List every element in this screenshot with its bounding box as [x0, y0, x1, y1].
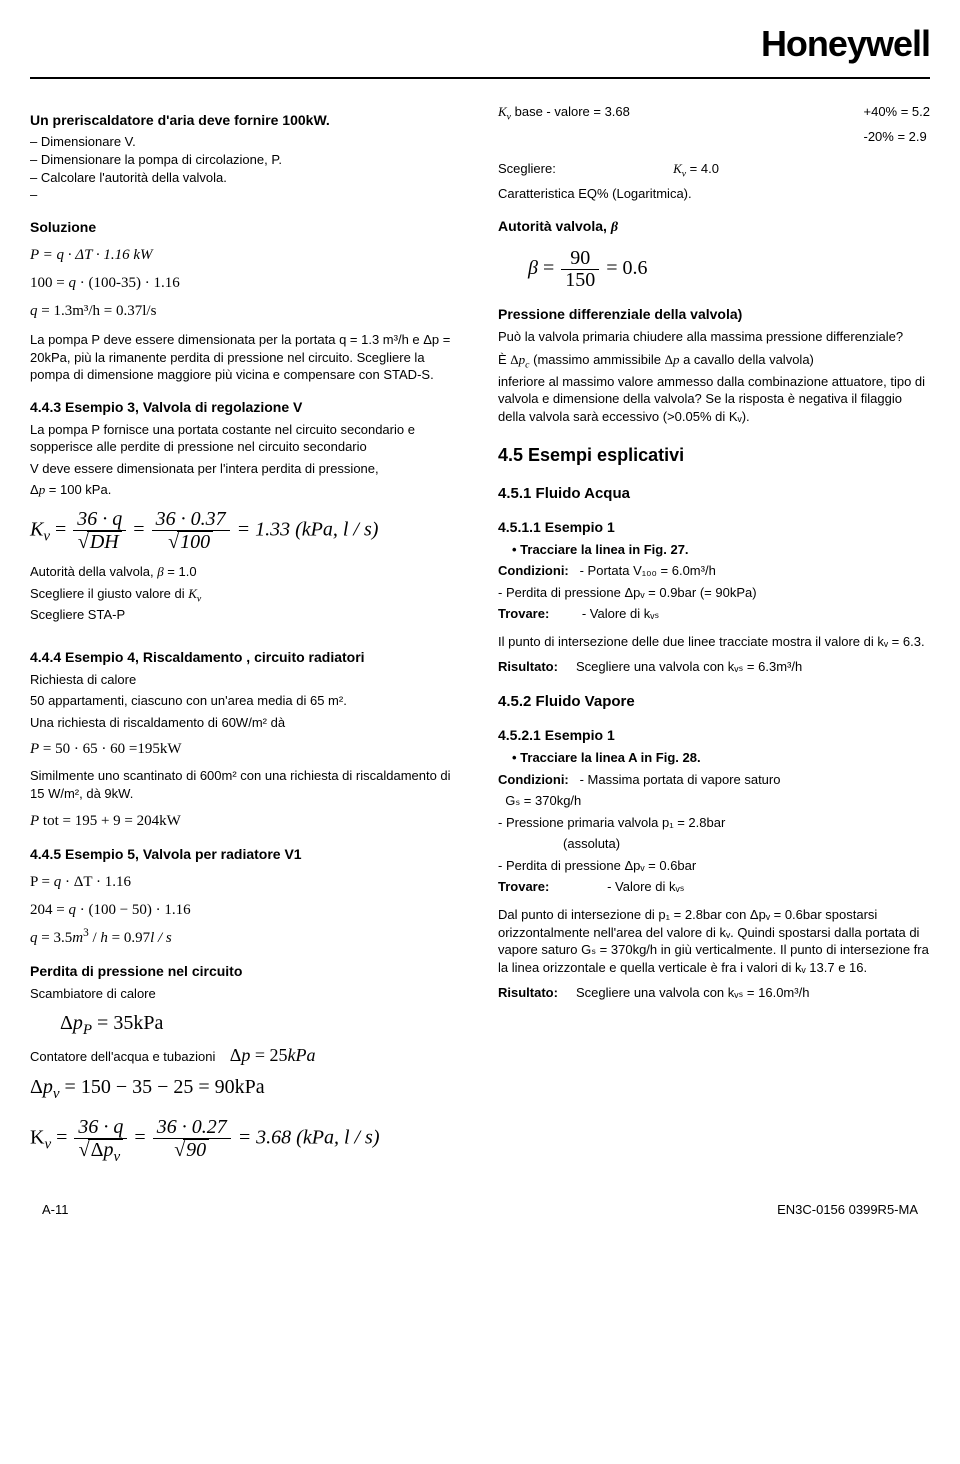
kv2-equation: Kv = 36 · q √Δpv = 36 · 0.27 √90 = 3.68 … [30, 1117, 462, 1161]
equation: P = q · ΔT · 1.16 [30, 872, 462, 892]
kv-tolerance-block: +40% = 5.2 -20% = 2.9 [864, 103, 931, 146]
task-item: Dimensionare la pompa di circolazione, P… [30, 151, 462, 169]
doc-id: EN3C-0156 0399R5-MA [777, 1201, 918, 1219]
task-item: Calcolare l'autorità della valvola. [30, 169, 462, 187]
equation: 204 = q · (100 − 50) · 1.16 [30, 900, 462, 920]
content-columns: Un preriscaldatore d'aria deve fornire 1… [30, 97, 930, 1172]
diff-pressure-heading: Pressione differenziale della valvola) [498, 305, 930, 324]
kv-equation: Kv = 36 · q √DH = 36 · 0.37 √100 = 1.33 … [30, 509, 462, 553]
pump-paragraph: La pompa P deve essere dimensionata per … [30, 331, 462, 384]
header-rule [30, 77, 930, 79]
equation: q = 3.5m3 / h = 0.97l / s [30, 928, 462, 948]
heading-4511: 4.5.1.1 Esempio 1 [498, 518, 930, 537]
right-column: Kv base - valore = 3.68 +40% = 5.2 -20% … [498, 97, 930, 1172]
exchanger-label: Scambiatore di calore [30, 985, 462, 1003]
authority-line: Autorità della valvola, β = 1.0 [30, 563, 462, 581]
example-title: Un preriscaldatore d'aria deve fornire 1… [30, 111, 462, 130]
para-443: La pompa P fornisce una portata costante… [30, 421, 462, 456]
pressure-drop-heading: Perdita di pressione nel circuito [30, 962, 462, 981]
equation-ptot: P tot = 195 + 9 = 204kW [30, 811, 462, 831]
para-443c: Δp = 100 kPa. [30, 481, 462, 499]
vapor-intersection-para: Dal punto di intersezione di p₁ = 2.8bar… [498, 906, 930, 976]
para-444c: Similmente uno scantinato di 600m² con u… [30, 767, 462, 802]
task-item-empty [30, 186, 462, 204]
dp-p-equation: ΔpP = 35kPa [60, 1013, 462, 1033]
authority-heading: Autorità valvola, β [498, 217, 930, 238]
bullet-fig28: Tracciare la linea A in Fig. 28. [512, 749, 930, 767]
task-item: Dimensionare V. [30, 133, 462, 151]
heat-request-label: Richiesta di calore [30, 671, 462, 689]
equation: q = 1.3m³/h = 0.37l/s [30, 301, 462, 321]
para-444b: Una richiesta di riscaldamento di 60W/m²… [30, 714, 462, 732]
characteristic-line: Caratteristica EQ% (Logaritmica). [498, 185, 930, 203]
equation: 100 = q · (100-35) · 1.16 [30, 273, 462, 293]
kv-plus40: +40% = 5.2 [864, 103, 931, 121]
choose-kv-line: Scegliere il giusto valore di Kv [30, 585, 462, 603]
heading-444: 4.4.4 Esempio 4, Riscaldamento , circuit… [30, 648, 462, 667]
kv-minus20: -20% = 2.9 [864, 128, 931, 146]
heading-45: 4.5 Esempi esplicativi [498, 443, 930, 467]
heading-445: 4.4.5 Esempio 5, Valvola per radiatore V… [30, 845, 462, 864]
diff-pressure-question: Può la valvola primaria chiudere alla ma… [498, 328, 930, 346]
dpv-equation: Δpv = 150 − 35 − 25 = 90kPa [30, 1077, 462, 1097]
heading-443: 4.4.3 Esempio 3, Valvola di regolazione … [30, 398, 462, 417]
equation: P = q · ΔT · 1.16 kW [30, 245, 462, 265]
kv-base-row: Kv base - valore = 3.68 +40% = 5.2 -20% … [498, 103, 930, 146]
meter-label: Contatore dell'acqua e tubazioni Δp = 25… [30, 1043, 462, 1067]
page-number: A-11 [42, 1201, 69, 1219]
heading-452: 4.5.2 Fluido Vapore [498, 692, 930, 712]
kv-base-label: Kv base - valore = 3.68 [498, 103, 630, 146]
heading-4521: 4.5.2.1 Esempio 1 [498, 726, 930, 745]
choose-kv-row: Scegliere: Kv = 4.0 [498, 160, 930, 178]
para-443b: V deve essere dimensionata per l'intera … [30, 460, 462, 478]
choose-stap-line: Scegliere STA-P [30, 606, 462, 624]
diff-pressure-para3: inferiore al massimo valore ammesso dall… [498, 373, 930, 426]
para-444a: 50 appartamenti, ciascuno con un'area me… [30, 692, 462, 710]
result-row: Risultato: Scegliere una valvola con kᵥₛ… [498, 658, 930, 676]
intersection-para: Il punto di intersezione delle due linee… [498, 633, 930, 651]
header: Honeywell [30, 20, 930, 69]
task-list: Dimensionare V. Dimensionare la pompa di… [30, 133, 462, 203]
bullet-fig27: Tracciare la linea in Fig. 27. [512, 541, 930, 559]
brand-logo: Honeywell [761, 23, 930, 64]
equation-p: P = 50 · 65 · 60 =195kW [30, 739, 462, 759]
conditions-block-2: Condizioni: - Massima portata di vapore … [498, 771, 930, 896]
left-column: Un preriscaldatore d'aria deve fornire 1… [30, 97, 462, 1172]
beta-equation: β = 90 150 = 0.6 [528, 248, 930, 291]
solution-heading: Soluzione [30, 218, 462, 237]
conditions-block: Condizioni: - Portata V₁₀₀ = 6.0m³/h - P… [498, 562, 930, 623]
heading-451: 4.5.1 Fluido Acqua [498, 484, 930, 504]
result-row-2: Risultato: Scegliere una valvola con kᵥₛ… [498, 984, 930, 1002]
footer: A-11 EN3C-0156 0399R5-MA [30, 1201, 930, 1219]
diff-pressure-line2: È Δpc (massimo ammissibile Δp a cavallo … [498, 351, 930, 369]
